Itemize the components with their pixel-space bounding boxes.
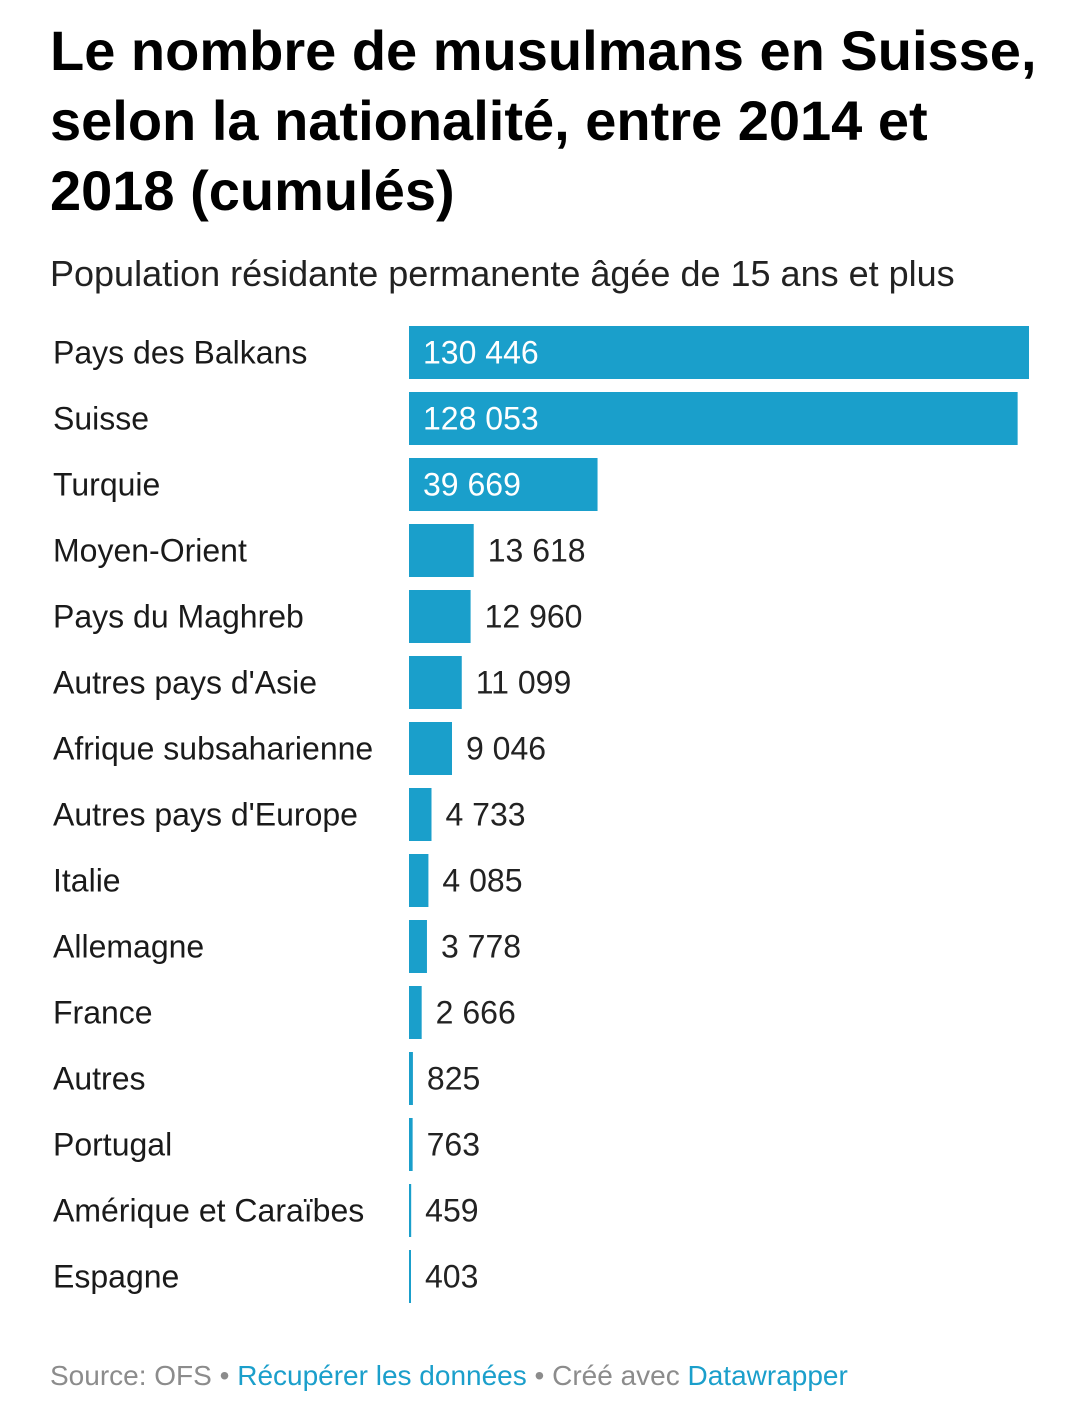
bar (409, 458, 598, 511)
value-label: 3 778 (441, 929, 521, 965)
value-label: 2 666 (436, 995, 516, 1031)
bar (409, 1052, 413, 1105)
category-label: Pays du Maghreb (53, 599, 304, 635)
category-label: Espagne (53, 1259, 179, 1295)
value-label: 459 (425, 1193, 478, 1229)
footer-separator: • (219, 1360, 230, 1391)
bar (409, 854, 429, 907)
chart-subtitle: Population résidante permanente âgée de … (50, 253, 955, 294)
value-label: 403 (425, 1259, 478, 1295)
value-label: 4 733 (445, 797, 525, 833)
value-label: 128 053 (423, 401, 539, 437)
value-label: 9 046 (466, 731, 546, 767)
bar (409, 1184, 412, 1237)
bar (409, 590, 471, 643)
download-data-link[interactable]: Récupérer les données (237, 1360, 527, 1391)
bar (409, 524, 474, 577)
category-label: Portugal (53, 1127, 172, 1163)
category-label: Turquie (53, 467, 160, 503)
bar (409, 920, 427, 973)
value-label: 4 085 (442, 863, 522, 899)
value-label: 39 669 (423, 467, 521, 503)
value-label: 130 446 (423, 335, 539, 371)
bar (409, 722, 452, 775)
category-label: Autres pays d'Asie (53, 665, 317, 701)
bar (409, 788, 432, 841)
chart-title: Le nombre de musulmans en Suisse, selon … (50, 19, 1037, 222)
category-label: France (53, 995, 153, 1031)
chart-footer: Source: OFS • Récupérer les données • Cr… (50, 1356, 848, 1396)
category-label: Suisse (53, 401, 149, 437)
value-label: 825 (427, 1061, 480, 1097)
category-label: Amérique et Caraïbes (53, 1193, 364, 1229)
bar (409, 392, 1018, 445)
created-with-text: Créé avec (552, 1360, 680, 1391)
value-label: 763 (427, 1127, 480, 1163)
footer-separator: • (534, 1360, 545, 1391)
category-label: Afrique subsaharienne (53, 731, 373, 767)
category-label: Pays des Balkans (53, 335, 307, 371)
bar (409, 326, 1029, 379)
category-label: Allemagne (53, 929, 204, 965)
value-label: 13 618 (488, 533, 586, 569)
category-label: Moyen-Orient (53, 533, 247, 569)
bar-chart: Pays des Balkans 130 446 Suisse 128 053 Turq… (53, 326, 1029, 1303)
bar (409, 656, 462, 709)
category-label: Autres (53, 1061, 145, 1097)
value-label: 12 960 (485, 599, 583, 635)
value-label: 11 099 (476, 665, 571, 701)
source-note: Source: OFS (50, 1360, 212, 1391)
bar (409, 1250, 411, 1303)
datawrapper-link[interactable]: Datawrapper (687, 1360, 848, 1391)
category-label: Autres pays d'Europe (53, 797, 358, 833)
category-label: Italie (53, 863, 121, 899)
bar (409, 1118, 413, 1171)
bar (409, 986, 422, 1039)
